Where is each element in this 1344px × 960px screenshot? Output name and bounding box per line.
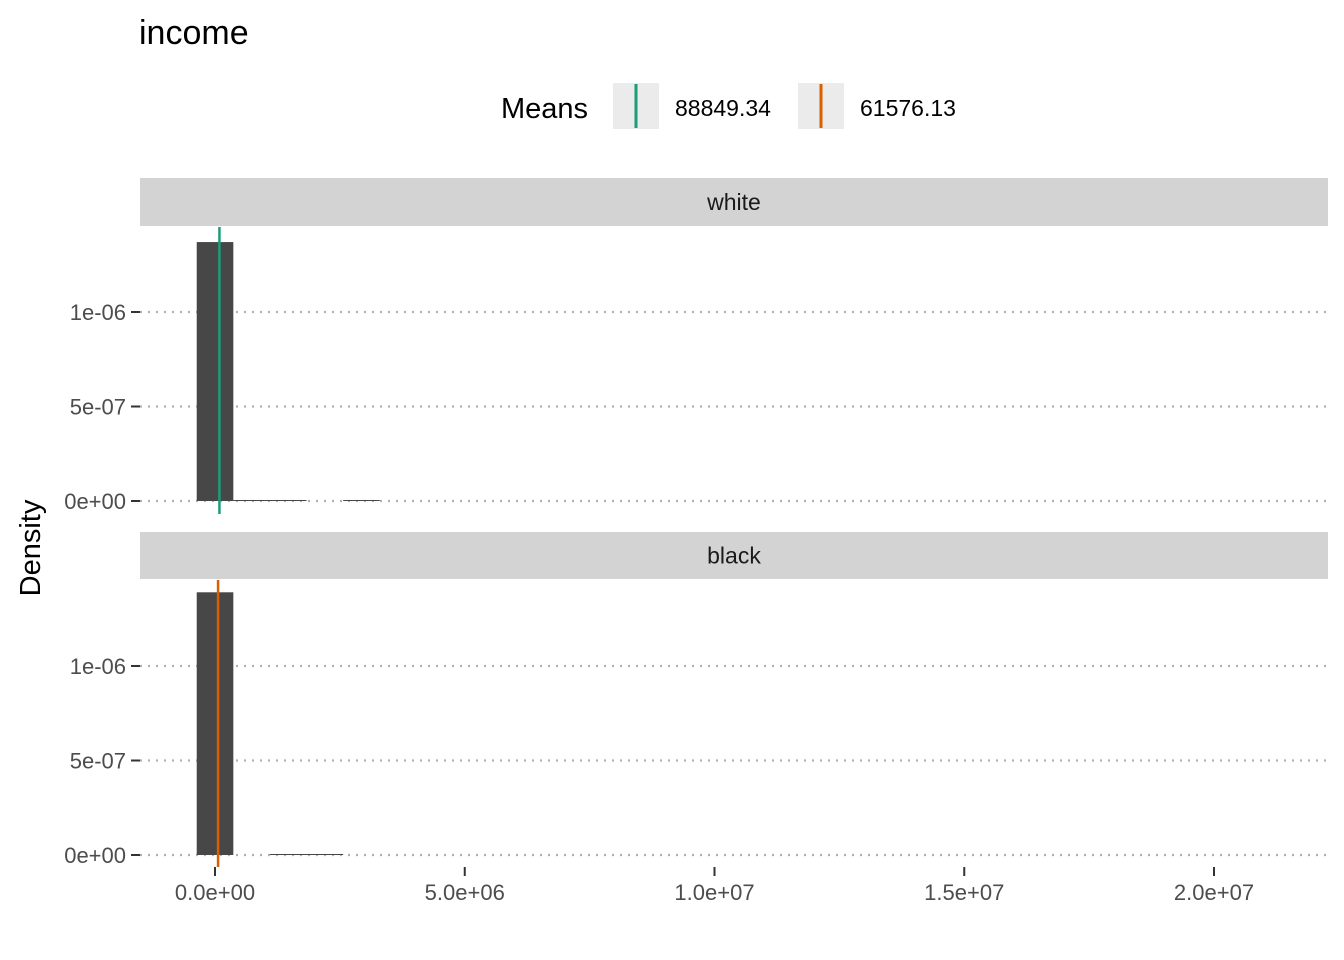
legend-title: Means [501,93,588,125]
y-tick-label: 1e-06 [70,654,126,679]
histogram-bar [196,242,234,501]
legend-label-2: 61576.13 [860,95,956,121]
y-tick-label: 0e+00 [64,489,126,514]
chart-title: income [139,14,249,52]
panel-black: black 0e+00 5e-07 1e-06 [64,532,1328,868]
y-tick-label: 5e-07 [70,395,126,420]
strip-label: white [706,189,761,215]
x-tick-label: 1.5e+07 [924,880,1004,905]
histogram-bar [269,854,307,855]
histogram-bar [306,854,344,855]
histogram-bar [196,592,234,855]
y-axis-label: Density [15,499,47,596]
y-tick-label: 0e+00 [64,843,126,868]
strip-bg [140,178,1328,226]
strip-bg [140,532,1328,579]
legend-label-1: 88849.34 [675,95,771,121]
histogram-bar [269,500,307,501]
x-tick-label: 0.0e+00 [175,880,255,905]
histogram-bar [233,500,270,501]
x-tick-label: 5.0e+06 [425,880,505,905]
strip-label: black [707,543,761,569]
histogram-bar [343,500,380,501]
y-tick-label: 5e-07 [70,749,126,774]
x-axis: 0.0e+00 5.0e+06 1.0e+07 1.5e+07 2.0e+07 [175,867,1254,905]
legend: Means 88849.34 61576.13 [501,83,956,129]
x-tick-label: 2.0e+07 [1174,880,1254,905]
x-tick-label: 1.0e+07 [674,880,754,905]
y-tick-label: 1e-06 [70,300,126,325]
panels: white 0e+00 5e-07 1e-06 black 0e+00 5e-07 1e-06 [64,178,1328,868]
panel-white: white 0e+00 5e-07 1e-06 [64,178,1328,514]
